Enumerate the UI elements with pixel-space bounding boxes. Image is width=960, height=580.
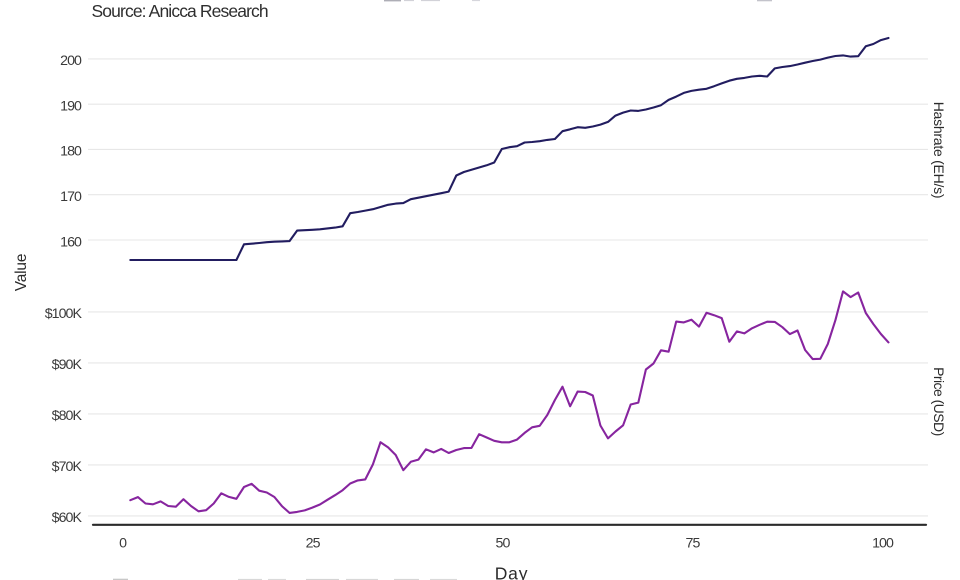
svg-text:Source: Anicca Research: Source: Anicca Research: [92, 1, 268, 21]
svg-text:75: 75: [686, 536, 701, 552]
svg-text:$70K: $70K: [52, 459, 83, 475]
svg-text:0: 0: [119, 536, 127, 552]
svg-text:100: 100: [872, 536, 894, 552]
svg-text:190: 190: [60, 99, 82, 115]
svg-text:Hashrate (EH/s): Hashrate (EH/s): [931, 102, 947, 199]
svg-text:$100K: $100K: [45, 306, 83, 322]
svg-text:$90K: $90K: [52, 357, 83, 373]
svg-text:$80K: $80K: [52, 408, 83, 424]
svg-text:Day: Day: [495, 563, 529, 580]
svg-text:25: 25: [306, 536, 321, 552]
svg-text:170: 170: [60, 189, 82, 205]
svg-text:180: 180: [60, 144, 82, 160]
svg-text:200: 200: [60, 53, 82, 69]
svg-text:Value: Value: [13, 254, 30, 292]
svg-text:$60K: $60K: [52, 510, 83, 526]
svg-text:50: 50: [496, 536, 511, 552]
svg-text:160: 160: [60, 234, 82, 250]
svg-text:Price (USD): Price (USD): [931, 367, 947, 436]
